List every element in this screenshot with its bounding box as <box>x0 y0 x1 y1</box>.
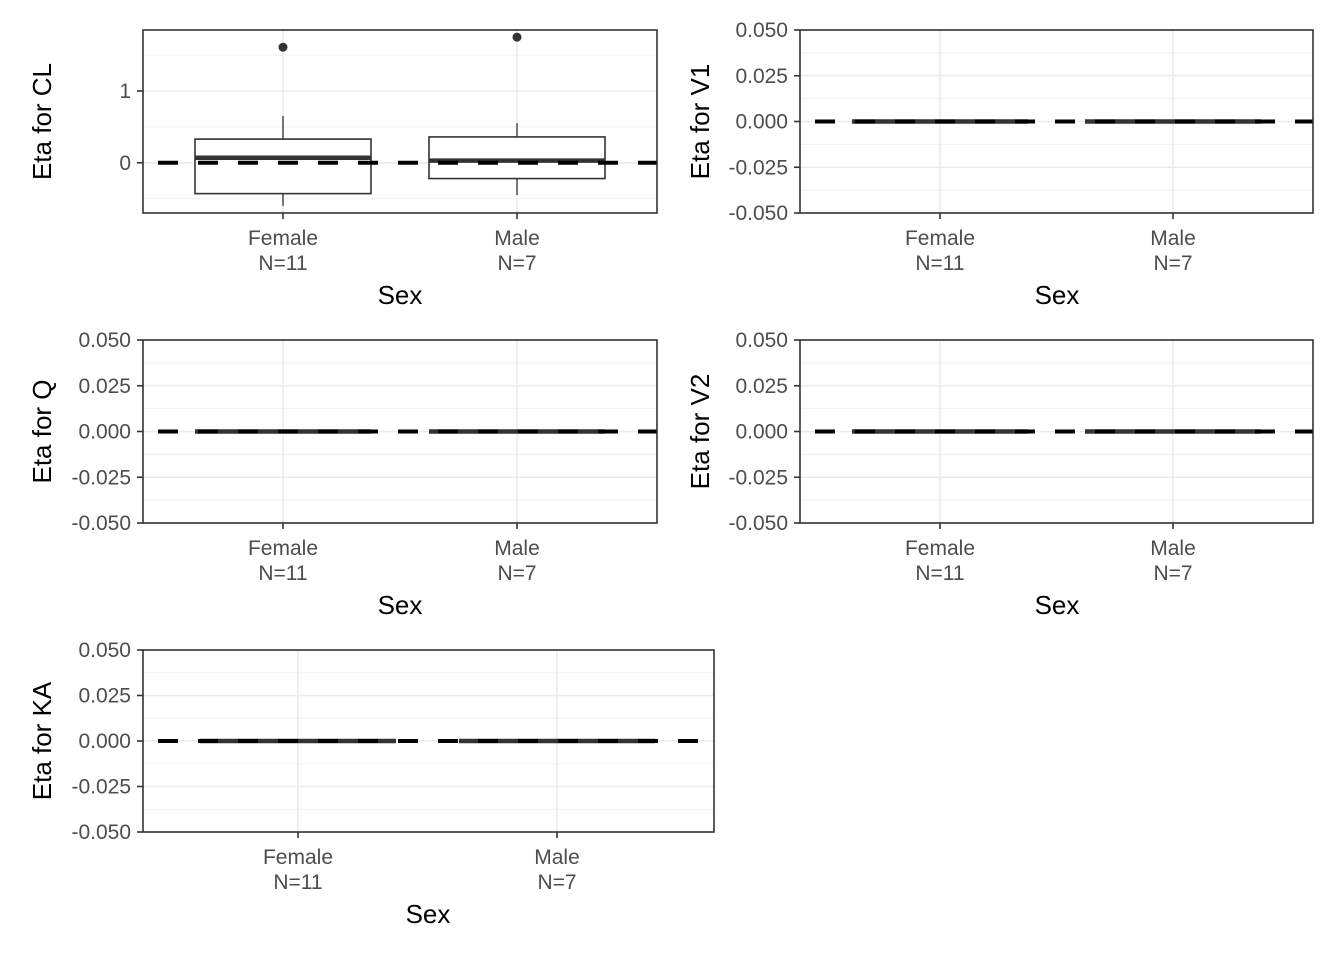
x-tick-label: Female <box>248 537 318 560</box>
y-tick-label: 0.050 <box>735 19 788 42</box>
y-axis-title: Eta for Q <box>27 379 57 483</box>
x-tick-count-label: N=11 <box>273 871 322 894</box>
y-tick-label: 0.050 <box>78 639 131 662</box>
outlier-point <box>278 42 288 52</box>
iqr-box <box>428 136 606 180</box>
y-tick-label: -0.025 <box>71 466 131 489</box>
y-tick-label: 0.000 <box>735 111 788 134</box>
y-tick-label: 0.000 <box>78 421 131 444</box>
x-tick-count-label: N=11 <box>258 252 307 275</box>
x-axis-title: Sex <box>1035 280 1080 310</box>
y-tick-label: 0 <box>119 152 131 175</box>
y-tick-label: -0.050 <box>728 512 788 535</box>
y-tick-label: 0.025 <box>735 375 788 398</box>
x-axis-title: Sex <box>378 590 423 620</box>
x-tick-label: Female <box>263 846 333 869</box>
box-male <box>428 32 606 196</box>
x-axis-title: Sex <box>1035 590 1080 620</box>
x-tick-count-label: N=7 <box>1153 562 1192 585</box>
y-tick-label: 0.000 <box>78 730 131 753</box>
x-tick-label: Female <box>905 227 975 250</box>
x-tick-label: Male <box>494 227 540 250</box>
y-tick-label: 1 <box>119 80 131 103</box>
y-axis-title: Eta for V2 <box>685 374 715 490</box>
y-axis-title: Eta for V1 <box>685 64 715 180</box>
panel-border <box>142 29 658 214</box>
x-axis-title: Sex <box>406 899 451 929</box>
x-tick-label: Male <box>1150 227 1196 250</box>
y-tick-label: -0.050 <box>71 821 131 844</box>
x-tick-label: Male <box>494 537 540 560</box>
y-tick-label: 0.050 <box>735 329 788 352</box>
iqr-box <box>194 138 372 195</box>
y-tick-label: -0.025 <box>728 156 788 179</box>
outlier-point <box>512 32 522 42</box>
x-tick-count-label: N=7 <box>537 871 576 894</box>
y-tick-label: 0.025 <box>78 685 131 708</box>
x-tick-count-label: N=7 <box>497 252 536 275</box>
x-tick-count-label: N=11 <box>258 562 307 585</box>
y-tick-label: -0.050 <box>71 512 131 535</box>
y-axis-title: Eta for KA <box>27 681 57 800</box>
x-tick-count-label: N=7 <box>1153 252 1192 275</box>
y-tick-label: -0.025 <box>728 466 788 489</box>
x-tick-label: Male <box>534 846 580 869</box>
x-tick-label: Female <box>905 537 975 560</box>
x-tick-count-label: N=11 <box>915 252 964 275</box>
box-female <box>194 42 372 206</box>
y-tick-label: 0.050 <box>78 329 131 352</box>
y-tick-label: 0.025 <box>78 375 131 398</box>
x-tick-count-label: N=7 <box>497 562 536 585</box>
y-tick-label: 0.000 <box>735 421 788 444</box>
x-tick-count-label: N=11 <box>915 562 964 585</box>
y-tick-label: -0.050 <box>728 202 788 225</box>
y-tick-label: 0.025 <box>735 65 788 88</box>
y-tick-label: -0.025 <box>71 776 131 799</box>
x-tick-label: Male <box>1150 537 1196 560</box>
x-tick-label: Female <box>248 227 318 250</box>
x-axis-title: Sex <box>378 280 423 310</box>
y-axis-title: Eta for CL <box>27 63 57 180</box>
